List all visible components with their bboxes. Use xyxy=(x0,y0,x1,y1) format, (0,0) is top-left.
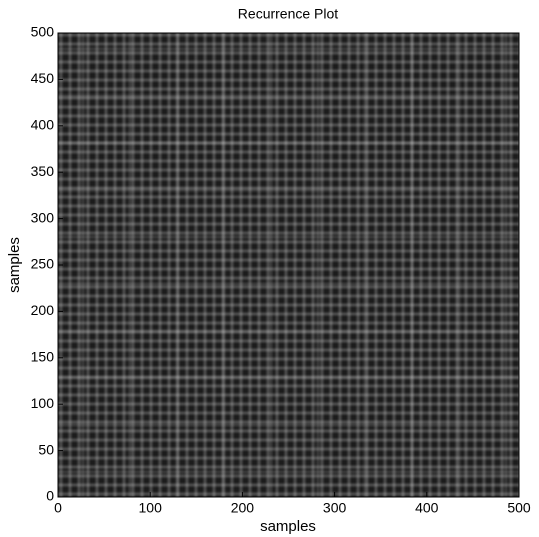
chart-title: Recurrence Plot xyxy=(238,6,338,22)
x-tick-label: 400 xyxy=(415,500,439,516)
y-tick-label: 400 xyxy=(31,117,55,133)
x-tick-label: 0 xyxy=(54,500,62,516)
plot-frame xyxy=(57,32,520,498)
y-tick-label: 450 xyxy=(31,70,55,86)
y-tick-label: 150 xyxy=(31,349,55,365)
x-tick-label: 500 xyxy=(507,500,531,516)
x-tick-label: 100 xyxy=(139,500,163,516)
y-tick-label: 100 xyxy=(31,395,55,411)
y-tick-label: 300 xyxy=(31,209,55,225)
y-tick-label: 500 xyxy=(31,24,55,40)
x-tick-label: 200 xyxy=(231,500,255,516)
x-axis-label: samples xyxy=(260,518,316,535)
y-tick-label: 200 xyxy=(31,302,55,318)
y-tick-label: 250 xyxy=(31,256,55,272)
y-tick-label: 350 xyxy=(31,163,55,179)
y-tick-label: 0 xyxy=(46,488,54,504)
x-tick-label: 300 xyxy=(323,500,347,516)
y-tick-label: 50 xyxy=(38,441,54,457)
recurrence-image xyxy=(58,33,519,497)
y-axis-label: samples xyxy=(6,237,23,293)
